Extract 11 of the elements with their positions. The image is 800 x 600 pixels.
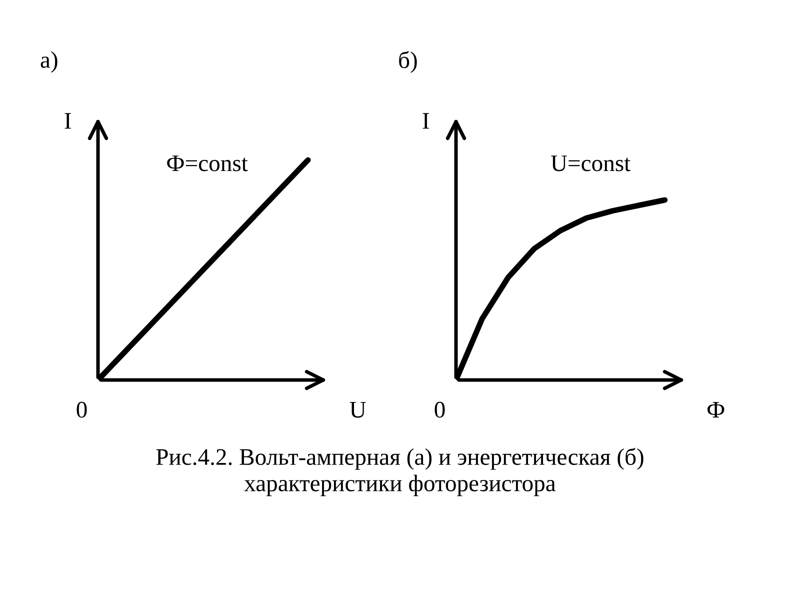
x-axis-title: U [350,402,366,418]
text: 0 [76,402,87,418]
text: U=const [550,156,631,172]
text: Рис.4.2. Вольт-амперная (а) и энергетическая (б) характеристики фоторезистора [156,448,644,496]
text: 0 [434,402,445,418]
chart-title: а) [40,51,58,73]
annotation: Ф=const [167,156,248,172]
chart-title: б) [399,51,417,73]
x-axis-title: Ф [707,402,724,418]
y-axis-title: I [422,113,429,129]
y-axis-title: I [64,113,71,129]
